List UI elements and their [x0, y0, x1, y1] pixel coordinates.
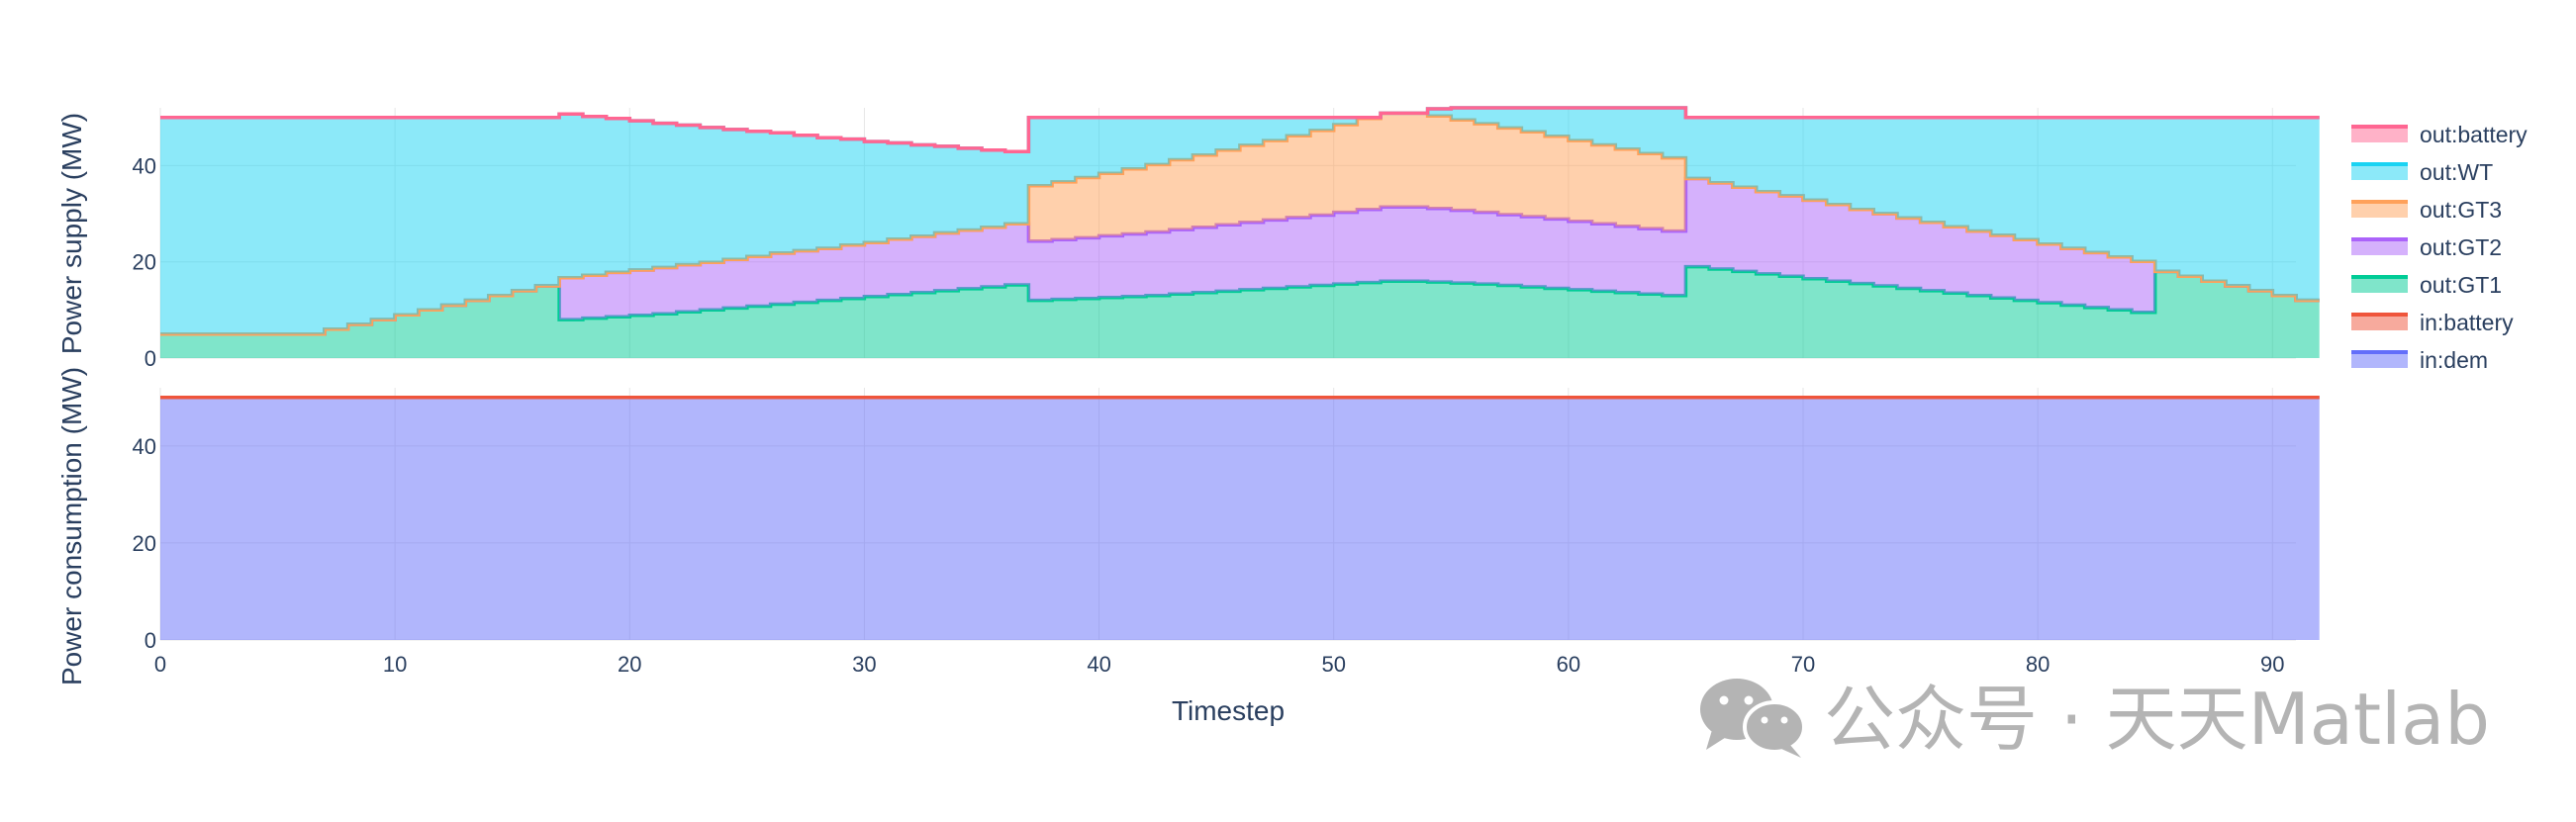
legend[interactable]: out:battery out:WT out:GT3 out:GT2 out:GT1 in…: [2351, 122, 2528, 373]
legend-label: out:GT3: [2420, 197, 2502, 223]
x-tick-label: 60: [1557, 652, 1580, 677]
supply-plot: 0 20 40: [133, 106, 2320, 371]
supply-y-tick-label: 20: [133, 250, 156, 275]
x-tick-label: 70: [1791, 652, 1815, 677]
area-out-wt: [160, 108, 2320, 334]
watermark: 公众号 · 天天Matlab: [1700, 678, 2490, 761]
legend-swatch: [2351, 127, 2408, 142]
x-tick-label: 90: [2260, 652, 2284, 677]
consumption-plot: 0 20 40 0 10 20 30 40 50 60 70 80 90: [133, 388, 2320, 677]
x-tick-label: 40: [1087, 652, 1110, 677]
legend-label: out:GT2: [2420, 234, 2502, 260]
x-tick-label: 20: [618, 652, 641, 677]
legend-label: out:WT: [2420, 159, 2493, 185]
watermark-text: 公众号 · 天天Matlab: [1824, 678, 2490, 761]
area-out-gt2: [160, 178, 2320, 334]
line-out-battery: [160, 106, 2320, 154]
legend-swatch: [2351, 202, 2408, 218]
supply-y-tick-label: 0: [144, 346, 156, 371]
x-tick-label: 0: [154, 652, 166, 677]
area-out-gt3: [160, 113, 2320, 334]
legend-label: out:GT1: [2420, 272, 2502, 298]
y-axis-title-supply: Power supply (MW): [56, 113, 87, 354]
legend-swatch: [2351, 277, 2408, 293]
x-axis-title: Timestep: [1172, 695, 1285, 726]
area-out-gt1: [160, 266, 2320, 358]
legend-swatch: [2351, 164, 2408, 180]
legend-item[interactable]: out:GT3: [2351, 197, 2502, 223]
x-tick-label: 80: [2026, 652, 2050, 677]
legend-item[interactable]: in:dem: [2351, 347, 2488, 373]
consumption-y-tick-label: 0: [144, 628, 156, 653]
wechat-icon: [1700, 679, 1806, 758]
legend-label: in:battery: [2420, 310, 2514, 335]
legend-swatch: [2351, 352, 2408, 368]
legend-item[interactable]: out:GT1: [2351, 272, 2502, 298]
area-in-dem: [160, 397, 2320, 640]
y-axis-title-consumption: Power consumption (MW): [56, 367, 87, 685]
supply-y-tick-label: 40: [133, 153, 156, 178]
legend-swatch: [2351, 239, 2408, 255]
legend-swatch: [2351, 315, 2408, 330]
consumption-y-tick-label: 40: [133, 434, 156, 459]
x-tick-label: 30: [852, 652, 876, 677]
consumption-y-tick-label: 20: [133, 531, 156, 556]
legend-item[interactable]: out:GT2: [2351, 234, 2502, 260]
legend-item[interactable]: out:battery: [2351, 122, 2528, 147]
legend-item[interactable]: out:WT: [2351, 159, 2493, 185]
legend-item[interactable]: in:battery: [2351, 310, 2514, 335]
legend-label: out:battery: [2420, 122, 2528, 147]
x-tick-label: 50: [1321, 652, 1345, 677]
x-tick-label: 10: [383, 652, 407, 677]
legend-label: in:dem: [2420, 347, 2488, 373]
